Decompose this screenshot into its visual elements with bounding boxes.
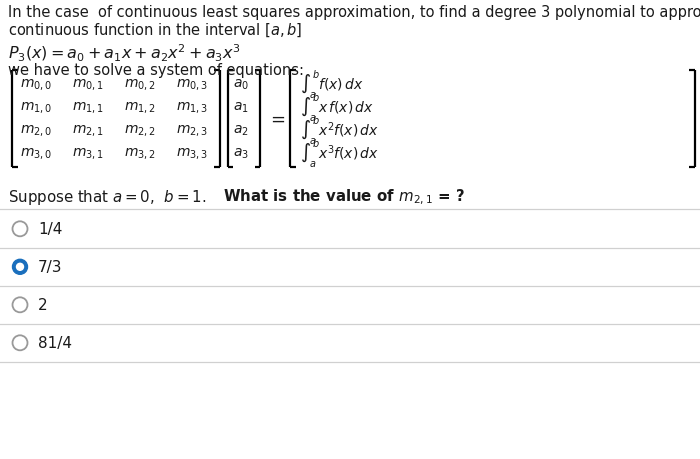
Text: $\int_a^b x^2 f(x)\,dx$: $\int_a^b x^2 f(x)\,dx$	[300, 115, 379, 147]
Text: $m_{1,2}$: $m_{1,2}$	[124, 100, 156, 115]
Text: 2: 2	[38, 297, 48, 313]
Text: $m_{0,1}$: $m_{0,1}$	[72, 77, 104, 92]
Text: continuous function in the interval $[a, b]$: continuous function in the interval $[a,…	[8, 22, 302, 39]
Text: $m_{0,0}$: $m_{0,0}$	[20, 77, 52, 92]
Text: $m_{2,0}$: $m_{2,0}$	[20, 123, 52, 138]
Text: $m_{0,3}$: $m_{0,3}$	[176, 77, 208, 92]
Text: $m_{1,3}$: $m_{1,3}$	[176, 100, 208, 115]
Text: In the case  of continuous least squares approximation, to find a degree 3 polyn: In the case of continuous least squares …	[8, 5, 700, 20]
Text: $\int_a^b f(x)\,dx$: $\int_a^b f(x)\,dx$	[300, 69, 363, 101]
Circle shape	[13, 260, 27, 274]
Text: What is the value of $m_{2,1}$ = ?: What is the value of $m_{2,1}$ = ?	[223, 187, 465, 207]
Text: $m_{3,0}$: $m_{3,0}$	[20, 146, 52, 161]
Text: $m_{3,3}$: $m_{3,3}$	[176, 146, 208, 161]
Text: $m_{0,2}$: $m_{0,2}$	[124, 77, 156, 92]
Text: $a_3$: $a_3$	[233, 146, 249, 161]
Text: $m_{1,0}$: $m_{1,0}$	[20, 100, 52, 115]
Circle shape	[13, 297, 27, 313]
Text: $P_3(x) = a_0 + a_1 x + a_2 x^2 + a_3 x^3$: $P_3(x) = a_0 + a_1 x + a_2 x^2 + a_3 x^…	[8, 43, 241, 64]
Text: $m_{3,2}$: $m_{3,2}$	[124, 146, 156, 161]
Text: $m_{3,1}$: $m_{3,1}$	[72, 146, 104, 161]
Text: =: =	[270, 110, 285, 128]
Text: 81/4: 81/4	[38, 336, 72, 351]
Text: we have to solve a system of equations:: we have to solve a system of equations:	[8, 63, 304, 78]
Text: $m_{1,1}$: $m_{1,1}$	[72, 100, 104, 115]
Text: $m_{2,1}$: $m_{2,1}$	[72, 123, 104, 138]
Text: 1/4: 1/4	[38, 222, 62, 237]
Text: Suppose that $a = 0$,  $b = 1$.: Suppose that $a = 0$, $b = 1$.	[8, 187, 208, 207]
Circle shape	[13, 222, 27, 237]
Text: $m_{2,3}$: $m_{2,3}$	[176, 123, 208, 138]
Text: $a_0$: $a_0$	[233, 78, 249, 92]
Text: $\int_a^b x\,f(x)\,dx$: $\int_a^b x\,f(x)\,dx$	[300, 92, 374, 124]
Circle shape	[13, 336, 27, 351]
Text: $m_{2,2}$: $m_{2,2}$	[124, 123, 156, 138]
Text: $a_2$: $a_2$	[233, 123, 248, 138]
Text: 7/3: 7/3	[38, 260, 62, 274]
Text: $a_1$: $a_1$	[233, 101, 248, 115]
Circle shape	[17, 264, 24, 271]
Text: $\int_a^b x^3 f(x)\,dx$: $\int_a^b x^3 f(x)\,dx$	[300, 138, 379, 170]
